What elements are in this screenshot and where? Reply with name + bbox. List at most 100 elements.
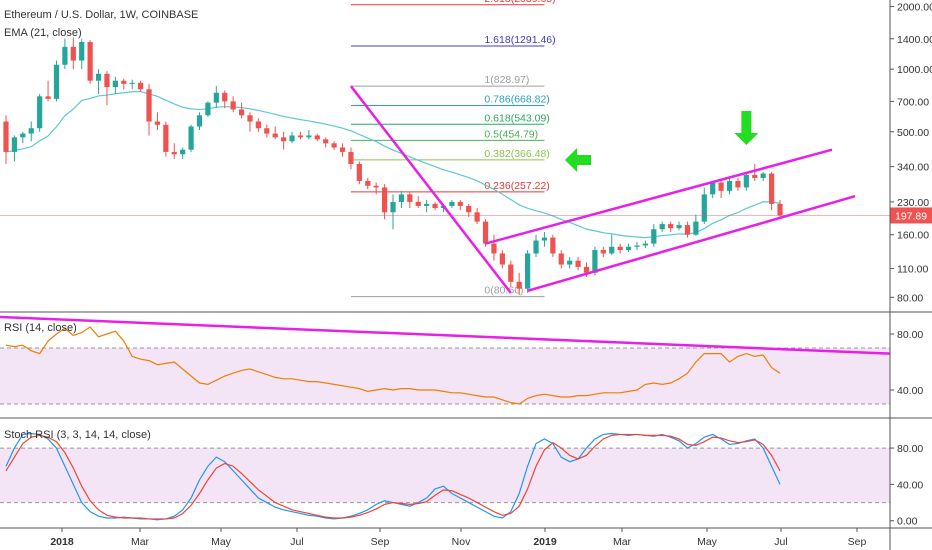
y-tick-label: 80.00 bbox=[897, 329, 923, 341]
candle bbox=[365, 177, 371, 190]
candle-body bbox=[726, 180, 733, 191]
candle-body bbox=[356, 163, 362, 181]
candle-body bbox=[659, 224, 665, 230]
candle-body bbox=[600, 250, 606, 254]
candle bbox=[129, 79, 135, 90]
candle-body bbox=[11, 137, 18, 152]
candle bbox=[196, 112, 203, 130]
candle-body bbox=[693, 221, 699, 235]
candle-body bbox=[205, 102, 211, 116]
candle bbox=[272, 126, 278, 140]
candle-body bbox=[163, 124, 169, 152]
candle bbox=[407, 192, 413, 209]
fib-level-label: 1.618(1291.46) bbox=[484, 34, 555, 46]
candle-body bbox=[373, 185, 379, 188]
x-tick-label: May bbox=[211, 536, 232, 548]
candle bbox=[541, 231, 548, 247]
candle-body bbox=[171, 151, 177, 155]
candle-body bbox=[482, 221, 489, 244]
candle bbox=[600, 246, 606, 258]
candle-body bbox=[339, 147, 346, 152]
candle-body bbox=[575, 260, 581, 267]
candle-body bbox=[331, 143, 337, 148]
x-tick-label: 2019 bbox=[533, 536, 557, 548]
candle-body bbox=[255, 121, 261, 129]
last-price-badge bbox=[890, 207, 932, 224]
candle-body bbox=[625, 246, 632, 251]
candle bbox=[424, 199, 430, 213]
x-tick-label: May bbox=[697, 536, 718, 548]
candle bbox=[180, 147, 186, 159]
trendline-channel-lower bbox=[527, 195, 856, 292]
candle bbox=[735, 177, 741, 191]
candle-body bbox=[87, 42, 93, 81]
candle-body bbox=[3, 121, 9, 152]
candle bbox=[525, 250, 531, 293]
candle-body bbox=[297, 135, 304, 138]
candle bbox=[609, 234, 615, 255]
y-tick-label: 700.00 bbox=[897, 96, 929, 108]
fib-level-label: 1(828.97) bbox=[484, 74, 529, 86]
candle bbox=[205, 101, 211, 117]
candle-body bbox=[541, 237, 548, 241]
candle-body bbox=[432, 203, 438, 209]
candle-body bbox=[222, 92, 228, 102]
x-tick-label: Jul bbox=[290, 536, 303, 548]
candle-body bbox=[449, 201, 455, 206]
arrow-down-icon bbox=[734, 111, 759, 145]
candle-body bbox=[583, 266, 590, 273]
y-tick-label: 40.00 bbox=[897, 479, 923, 491]
candle bbox=[373, 182, 379, 195]
x-axis: 2018 Mar May Jul Sep Nov 2019 Mar May Jul Sep bbox=[50, 0, 891, 550]
candle bbox=[138, 80, 144, 92]
candle bbox=[710, 180, 716, 199]
candle-body bbox=[213, 92, 219, 103]
candle bbox=[693, 214, 699, 236]
candle-body bbox=[710, 182, 716, 195]
y-tick-label: 160.00 bbox=[897, 230, 929, 242]
candle-body bbox=[668, 224, 674, 229]
panel-rsi: 80.00 40.00 bbox=[0, 315, 932, 419]
y-tick-label: 1000.00 bbox=[897, 64, 932, 76]
candle bbox=[20, 131, 26, 144]
last-price-label: 197.89 bbox=[895, 210, 927, 222]
candle-body bbox=[752, 174, 758, 178]
candle-body bbox=[609, 246, 615, 254]
candle bbox=[339, 143, 346, 157]
candle bbox=[558, 250, 564, 269]
candle-body bbox=[743, 174, 749, 188]
candle bbox=[323, 137, 329, 148]
panel-stoch: 80.00 40.00 0.00 bbox=[0, 432, 932, 529]
candle-body bbox=[398, 194, 405, 202]
candle bbox=[466, 203, 472, 217]
candle-body bbox=[154, 121, 161, 125]
candle-body bbox=[238, 109, 245, 116]
candle bbox=[398, 190, 405, 209]
candle-body bbox=[348, 151, 354, 164]
candle-body bbox=[196, 115, 203, 127]
x-tick-label: Sep bbox=[371, 536, 390, 548]
candle-body bbox=[188, 126, 194, 150]
candle-body bbox=[415, 201, 421, 206]
y-tick-label: 110.00 bbox=[897, 264, 928, 276]
candle bbox=[449, 199, 455, 209]
candle-body bbox=[550, 237, 556, 254]
candle-body bbox=[289, 135, 295, 142]
candle bbox=[45, 80, 51, 102]
candle-body bbox=[676, 225, 682, 229]
candle-body bbox=[281, 137, 287, 142]
candle bbox=[415, 196, 421, 209]
y-tick-label: 40.00 bbox=[897, 385, 923, 397]
candle-body bbox=[642, 243, 648, 246]
candle bbox=[659, 221, 665, 232]
candle-body bbox=[79, 42, 85, 61]
x-tick-label: Mar bbox=[131, 536, 150, 548]
candle bbox=[95, 69, 102, 94]
y-tick-label: 340.00 bbox=[897, 162, 929, 174]
candle bbox=[222, 90, 228, 109]
fib-level-label: 0.236(257.22) bbox=[484, 180, 549, 192]
candle bbox=[499, 250, 505, 269]
candle bbox=[247, 112, 253, 132]
candle bbox=[432, 201, 438, 211]
ema-label: EMA (21, close) bbox=[4, 27, 82, 39]
